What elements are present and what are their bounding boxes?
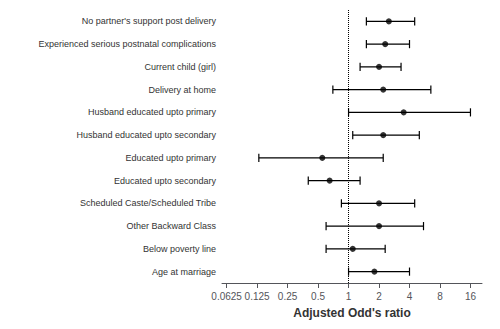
svg-text:Educated upto secondary: Educated upto secondary bbox=[114, 176, 217, 186]
svg-text:4: 4 bbox=[407, 291, 413, 302]
svg-text:Other Backward Class: Other Backward Class bbox=[126, 221, 216, 231]
svg-text:2: 2 bbox=[376, 291, 382, 302]
svg-text:Husband educated upto secondar: Husband educated upto secondary bbox=[76, 130, 216, 140]
svg-text:0.25: 0.25 bbox=[278, 291, 298, 302]
svg-text:Husband educated upto primary: Husband educated upto primary bbox=[88, 107, 217, 117]
svg-text:0.0625: 0.0625 bbox=[211, 291, 242, 302]
svg-text:0.5: 0.5 bbox=[311, 291, 325, 302]
svg-text:Educated upto primary: Educated upto primary bbox=[125, 153, 216, 163]
svg-text:Below poverty line: Below poverty line bbox=[143, 244, 216, 254]
svg-text:1: 1 bbox=[346, 291, 352, 302]
svg-text:8: 8 bbox=[437, 291, 443, 302]
svg-text:0.125: 0.125 bbox=[245, 291, 270, 302]
svg-text:Adjusted Odd's ratio: Adjusted Odd's ratio bbox=[293, 306, 411, 320]
svg-text:No partner's support post deli: No partner's support post delivery bbox=[82, 16, 217, 26]
svg-text:Scheduled Caste/Scheduled Trib: Scheduled Caste/Scheduled Tribe bbox=[80, 198, 216, 208]
svg-text:16: 16 bbox=[465, 291, 477, 302]
svg-text:Delivery at home: Delivery at home bbox=[148, 85, 216, 95]
svg-text:Experienced serious postnatal: Experienced serious postnatal complicati… bbox=[38, 39, 216, 49]
svg-text:Age at marriage: Age at marriage bbox=[152, 267, 216, 277]
svg-text:Current child (girl): Current child (girl) bbox=[144, 62, 216, 72]
